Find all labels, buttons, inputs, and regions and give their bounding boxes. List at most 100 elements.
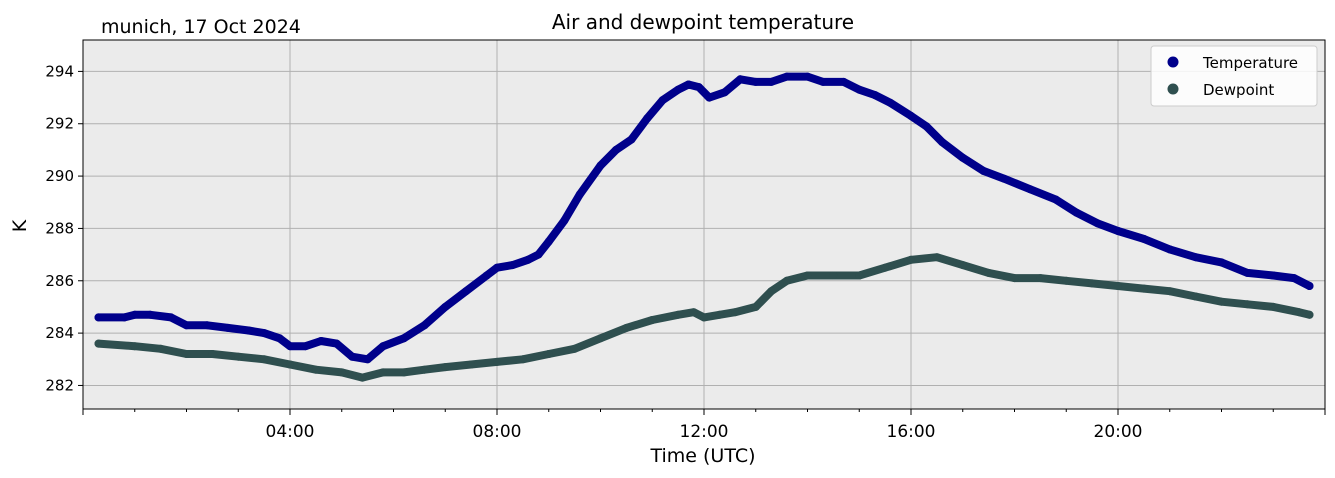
dewpoint-point [1305, 310, 1314, 319]
temperature-point [493, 263, 501, 272]
temperature-point [1139, 234, 1148, 243]
temperature-point [1114, 227, 1122, 235]
temperature-point [736, 75, 745, 84]
dewpoint-point [958, 261, 967, 270]
temperature-point [332, 339, 341, 348]
dewpoint-point [94, 339, 103, 348]
x-tick-label: 12:00 [680, 422, 729, 442]
temperature-point [1072, 208, 1081, 217]
y-tick-label: 288 [45, 219, 74, 237]
temperature-point [958, 153, 967, 162]
dewpoint-point [1010, 274, 1019, 283]
temperature-point [819, 77, 827, 86]
x-tick-label: 20:00 [1094, 422, 1143, 442]
temperature-point [182, 321, 191, 330]
dewpoint-point [932, 253, 941, 262]
temperature-point [694, 83, 703, 92]
temperature-point [767, 77, 776, 86]
dewpoint-point [1243, 300, 1252, 309]
dewpoint-point [337, 368, 346, 377]
y-tick-label: 282 [45, 376, 74, 394]
dewpoint-point [715, 310, 724, 319]
legend-marker-dewpoint [1167, 83, 1179, 95]
temperature-point [420, 321, 429, 330]
dewpoint-point [1036, 274, 1045, 283]
x-tick-label: 16:00 [887, 422, 936, 442]
dewpoint-point [260, 355, 269, 364]
temperature-point [1093, 219, 1102, 228]
dewpoint-point [622, 323, 631, 332]
temperature-point [560, 216, 569, 225]
temperature-point [751, 77, 760, 86]
temperature-point [1051, 195, 1060, 204]
y-tick-label: 284 [45, 324, 74, 342]
dewpoint-point [234, 352, 243, 361]
dewpoint-point [907, 255, 915, 264]
temperature-point [244, 326, 253, 335]
dewpoint-point [751, 302, 760, 311]
temperature-point [684, 80, 693, 89]
temperature-point [596, 161, 605, 170]
dewpoint-point [700, 313, 708, 322]
temperature-point [524, 255, 532, 264]
temperature-point [803, 72, 812, 81]
temperature-point [674, 85, 683, 94]
y-axis: 282 284 286 288 290 292 294 [45, 62, 83, 394]
temperature-point [317, 337, 325, 345]
temperature-point [627, 135, 636, 144]
dewpoint-point [782, 276, 791, 285]
dewpoint-point [358, 373, 367, 382]
dewpoint-point [648, 316, 657, 324]
legend: Temperature Dewpoint [1150, 45, 1318, 107]
temperature-point [839, 77, 848, 86]
temperature-point [855, 85, 864, 94]
grid [83, 40, 1325, 409]
y-tick-label: 292 [45, 115, 74, 133]
temperature-point [544, 237, 553, 246]
dewpoint-point [881, 263, 890, 272]
series-layer [94, 72, 1314, 382]
dewpoint-point [1165, 287, 1174, 296]
dewpoint-point [1088, 279, 1097, 288]
temperature-point [938, 138, 947, 147]
temperature-point [508, 261, 517, 270]
temperature-point [782, 72, 791, 81]
temperature-point [441, 302, 450, 311]
temperature-point [1269, 271, 1278, 280]
temperature-point [1191, 253, 1200, 262]
temperature-point [1217, 258, 1226, 267]
dewpoint-point [731, 308, 740, 317]
temperature-point [399, 334, 408, 343]
dewpoint-point [518, 355, 527, 364]
y-axis-label: K [9, 219, 31, 232]
chart-title: Air and dewpoint temperature [552, 10, 854, 34]
x-axis: 04:00 08:00 12:00 16:00 20:00 [82, 409, 1326, 442]
dewpoint-point [1269, 302, 1278, 311]
dewpoint-point [1062, 276, 1071, 285]
dewpoint-point [493, 357, 501, 366]
temperature-point [643, 114, 652, 123]
dewpoint-point [420, 365, 429, 374]
dewpoint-point [130, 342, 139, 351]
temperature-point [120, 313, 129, 322]
dewpoint-point [379, 368, 388, 377]
temperature-point [612, 145, 620, 154]
dewpoint-point [544, 350, 553, 358]
x-tick-label: 08:00 [473, 422, 522, 442]
dewpoint-point [855, 271, 864, 280]
temperature-point [482, 271, 491, 280]
dewpoint-point [311, 365, 320, 374]
dewpoint-point [1139, 284, 1148, 293]
y-tick-label: 294 [45, 62, 74, 80]
temperature-point [223, 323, 232, 332]
dewpoint-point [803, 271, 812, 280]
temperature-point [348, 352, 357, 361]
dewpoint-point [1114, 282, 1122, 290]
temperature-point [1290, 274, 1298, 283]
temperature-point [260, 329, 269, 338]
temperature-point [720, 88, 729, 97]
temperature-point [286, 342, 294, 351]
y-tick-label: 286 [45, 272, 74, 290]
temperature-point [146, 310, 155, 319]
dewpoint-point [208, 350, 217, 358]
